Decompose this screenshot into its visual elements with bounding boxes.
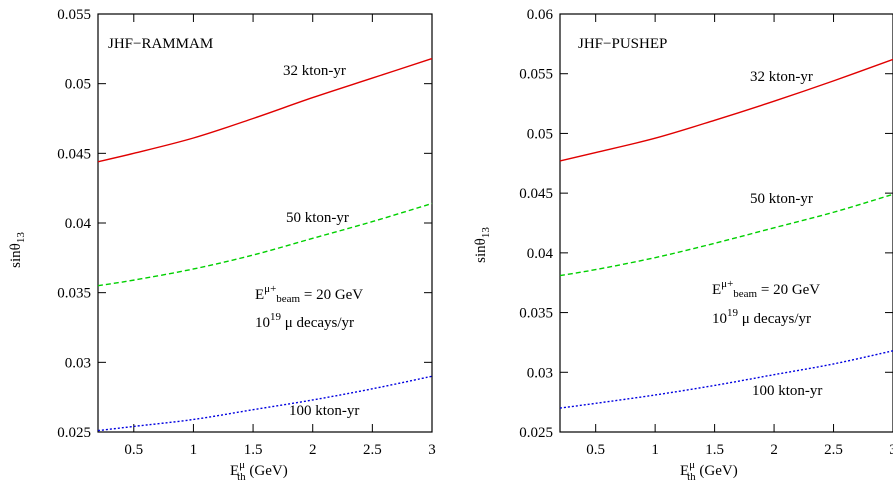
panel-rammam: 0.5 1 1.5 2 2.5 3 0.025 0.03 0.035 0.04 0.045 0.05 0… — [8, 7, 436, 483]
series-layer — [559, 58, 893, 409]
series-label-32-kton-yr: 32 kton-yr — [750, 69, 813, 85]
panel-title: JHF−RAMMAM — [108, 36, 213, 52]
panel-title: JHF−PUSHEP — [578, 36, 667, 52]
x-tick-label: 1.5 — [705, 442, 724, 458]
y-tick-label: 0.05 — [527, 126, 553, 142]
x-tick-label: 1.5 — [244, 442, 263, 458]
y-tick-label: 0.05 — [65, 77, 91, 93]
annotation-decays: 1019 μ decays/yr — [712, 307, 811, 327]
ticks: 0.5 1 1.5 2 2.5 3 0.025 0.03 0.035 0.04 0.045 0.05 0… — [57, 7, 436, 458]
x-axis-label: Eμ th (GeV) — [680, 459, 738, 483]
y-tick-label: 0.035 — [57, 286, 91, 302]
panel-pushep: 0.5 1 1.5 2 2.5 3 0.025 0.03 0.035 0.04 0.045 0.05 0… — [473, 7, 893, 483]
y-tick-label: 0.025 — [57, 425, 91, 441]
series-label-32-kton-yr: 32 kton-yr — [283, 63, 346, 79]
series-label-50-kton-yr: 50 kton-yr — [750, 191, 813, 207]
x-tick-label: 2 — [770, 442, 778, 458]
x-tick-label: 1 — [190, 442, 198, 458]
series-line-100-kton-yr — [559, 350, 893, 409]
annotation-beam: Eμ+beam = 20 GeV — [255, 283, 363, 305]
series-line-50-kton-yr — [97, 202, 433, 287]
ticks: 0.5 1 1.5 2 2.5 3 0.025 0.03 0.035 0.04 0.045 0.05 0… — [519, 7, 893, 458]
y-axis-label: sinθ13 — [473, 227, 492, 263]
x-axis-label: Eμ th (GeV) — [230, 459, 288, 483]
x-tick-label: 3 — [428, 442, 436, 458]
series-labels: 32 kton-yr 50 kton-yr 100 kton-yr — [750, 69, 822, 399]
x-tick-label: 2.5 — [363, 442, 382, 458]
series-labels: 32 kton-yr 50 kton-yr 100 kton-yr — [283, 63, 359, 419]
series-label-50-kton-yr: 50 kton-yr — [286, 210, 349, 226]
x-tick-label: 0.5 — [124, 442, 143, 458]
y-tick-label: 0.025 — [519, 425, 553, 441]
y-tick-label: 0.055 — [519, 67, 553, 83]
series-label-100-kton-yr: 100 kton-yr — [752, 383, 822, 399]
x-tick-label: 2 — [309, 442, 317, 458]
x-tick-label: 0.5 — [586, 442, 605, 458]
y-axis-label: sinθ13 — [8, 232, 27, 268]
y-tick-label: 0.06 — [527, 7, 554, 23]
annotation-beam: Eμ+beam = 20 GeV — [712, 278, 820, 300]
x-tick-label: 1 — [651, 442, 659, 458]
plot-frame — [559, 13, 893, 433]
y-tick-label: 0.04 — [527, 246, 554, 262]
y-tick-label: 0.045 — [57, 146, 91, 162]
x-tick-label: 2.5 — [824, 442, 843, 458]
series-line-50-kton-yr — [559, 193, 893, 277]
series-label-100-kton-yr: 100 kton-yr — [289, 403, 359, 419]
x-tick-label: 3 — [889, 442, 893, 458]
y-tick-label: 0.03 — [527, 365, 553, 381]
annotation-decays: 1019 μ decays/yr — [255, 311, 354, 331]
series-line-32-kton-yr — [559, 58, 893, 162]
y-tick-label: 0.055 — [57, 7, 91, 23]
series-line-32-kton-yr — [97, 57, 433, 163]
y-tick-label: 0.035 — [519, 306, 553, 322]
plot-frame — [97, 13, 433, 433]
y-tick-label: 0.03 — [65, 355, 91, 371]
series-layer — [97, 57, 433, 432]
y-tick-label: 0.04 — [65, 216, 92, 232]
y-tick-label: 0.045 — [519, 186, 553, 202]
series-line-100-kton-yr — [97, 375, 433, 432]
